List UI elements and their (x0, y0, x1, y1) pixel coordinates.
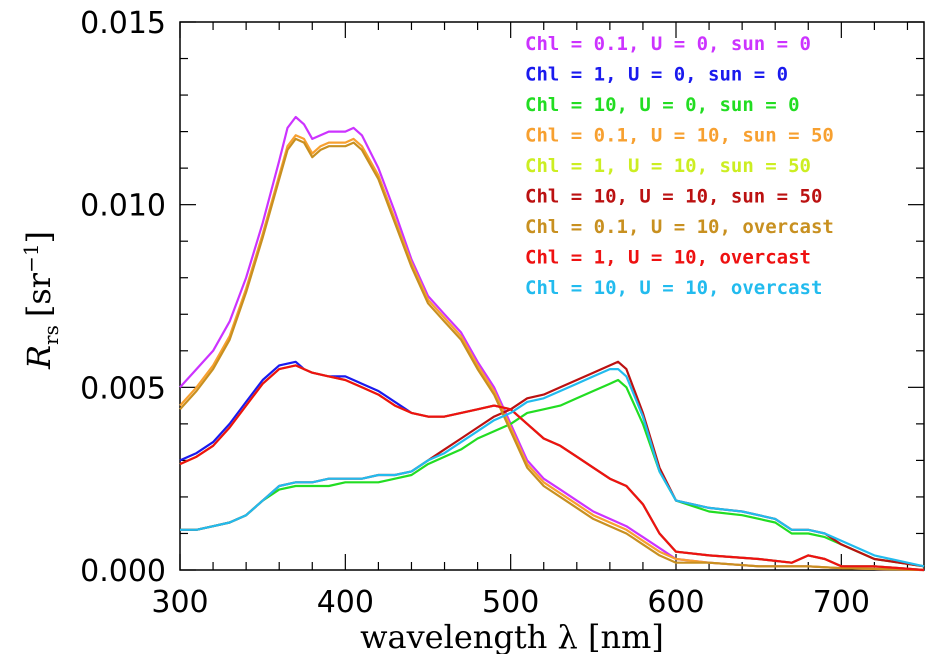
legend-entry-2: Chl = 1, U = 0, sun = 0 (525, 64, 788, 86)
series-line-1 (179, 115, 925, 572)
series-line-6 (180, 360, 925, 568)
series-line-8 (179, 364, 925, 572)
x-axis-label: wavelength λ [nm] (360, 618, 664, 654)
legend-entry-7: Chl = 0.1, U = 10, overcast (525, 216, 834, 238)
series-line-3 (180, 378, 925, 568)
legend-entry-4: Chl = 0.1, U = 10, sun = 50 (525, 125, 834, 147)
series-line-5 (179, 364, 925, 572)
series-line-9 (180, 368, 925, 568)
series-line-2 (179, 360, 925, 572)
x-tick-label: 400 (317, 585, 374, 620)
legend-entry-3: Chl = 10, U = 0, sun = 0 (525, 94, 800, 116)
x-tick-label: 700 (813, 585, 870, 620)
y-axis-label-unit-exp: −1 (19, 243, 43, 272)
plot-frame (179, 21, 925, 571)
legend: Chl = 0.1, U = 0, sun = 0 Chl = 1, U = 0,… (525, 33, 834, 299)
legend-entry-6: Chl = 10, U = 10, sun = 50 (525, 186, 822, 208)
tick-labels: 300 400 500 600 700 0.000 0.005 0.010 0.015 (80, 6, 870, 620)
y-tick-label: 0.005 (80, 371, 166, 406)
y-axis-label-unit-close: ] (20, 231, 58, 243)
x-tick-label: 500 (482, 585, 539, 620)
y-axis-label-unit-open: [sr (20, 272, 58, 317)
legend-entry-1: Chl = 0.1, U = 0, sun = 0 (525, 33, 811, 55)
series-line-7 (179, 137, 925, 572)
x-tick-label: 600 (647, 585, 704, 620)
y-tick-label: 0.000 (80, 554, 166, 589)
y-axis-label-main: R (20, 345, 58, 370)
y-axis-label: Rrs [sr−1] (19, 231, 63, 370)
x-tick-label: 300 (151, 585, 208, 620)
y-axis-label-sub: rs (39, 325, 63, 345)
y-tick-label: 0.010 (80, 189, 166, 224)
legend-entry-9: Chl = 10, U = 10, overcast (525, 277, 822, 299)
series-lines (179, 115, 925, 572)
y-tick-label: 0.015 (80, 6, 166, 41)
legend-entry-8: Chl = 1, U = 10, overcast (525, 247, 811, 269)
legend-entry-5: Chl = 1, U = 10, sun = 50 (525, 155, 811, 177)
